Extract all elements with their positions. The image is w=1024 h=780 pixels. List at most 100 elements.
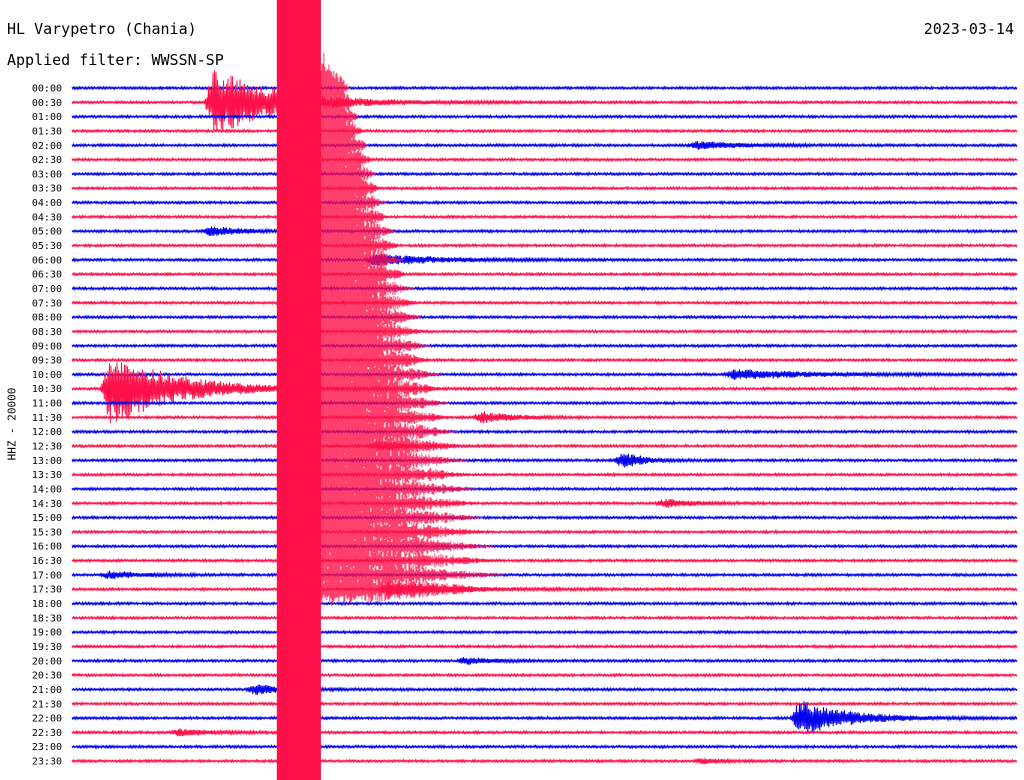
row-label-0030: 00:30 bbox=[32, 98, 62, 109]
trace-0000 bbox=[71, 85, 1018, 91]
row-label-0730: 07:30 bbox=[32, 298, 62, 309]
row-label-0700: 07:00 bbox=[32, 284, 62, 295]
trace-1030 bbox=[71, 362, 1018, 424]
row-label-0200: 02:00 bbox=[32, 141, 62, 152]
row-label-1630: 16:30 bbox=[32, 556, 62, 567]
trace-1330 bbox=[71, 471, 1018, 478]
trace-0700 bbox=[71, 285, 1018, 292]
trace-1530 bbox=[71, 529, 1018, 535]
trace-0900 bbox=[71, 342, 1018, 349]
row-label-2200: 22:00 bbox=[32, 714, 62, 725]
row-label-2330: 23:30 bbox=[32, 757, 62, 768]
trace-0430 bbox=[71, 214, 1018, 220]
trace-2300 bbox=[71, 743, 1018, 750]
row-label-0500: 05:00 bbox=[32, 227, 62, 238]
row-label-0100: 01:00 bbox=[32, 112, 62, 123]
trace-0800 bbox=[71, 314, 1018, 320]
trace-0400 bbox=[71, 199, 1018, 206]
trace-2130 bbox=[71, 700, 1018, 707]
trace-1930 bbox=[71, 643, 1018, 650]
row-label-1900: 19:00 bbox=[32, 628, 62, 639]
major-event-saturation bbox=[276, 0, 321, 780]
trace-0130 bbox=[71, 128, 1018, 134]
trace-2100 bbox=[71, 684, 1018, 696]
row-label-1000: 10:00 bbox=[32, 370, 62, 381]
row-label-1730: 17:30 bbox=[32, 585, 62, 596]
trace-0500 bbox=[71, 226, 1018, 236]
row-label-0530: 05:30 bbox=[32, 241, 62, 252]
row-label-0900: 09:00 bbox=[32, 341, 62, 352]
row-label-2100: 21:00 bbox=[32, 685, 62, 696]
row-label-0430: 04:30 bbox=[32, 212, 62, 223]
date-label: 2023-03-14 bbox=[923, 20, 1014, 38]
row-label-1030: 10:30 bbox=[32, 384, 62, 395]
row-label-0230: 02:30 bbox=[32, 155, 62, 166]
trace-1700 bbox=[71, 570, 1018, 580]
row-label-0400: 04:00 bbox=[32, 198, 62, 209]
major-event bbox=[276, 0, 510, 780]
trace-1800 bbox=[71, 600, 1018, 607]
row-label-1430: 14:30 bbox=[32, 499, 62, 510]
row-label-0600: 06:00 bbox=[32, 255, 62, 266]
trace-0100 bbox=[71, 113, 1018, 120]
trace-0030 bbox=[71, 70, 1018, 132]
trace-2030 bbox=[71, 672, 1018, 678]
trace-2000 bbox=[71, 657, 1018, 665]
row-label-0130: 01:30 bbox=[32, 126, 62, 137]
row-labels: 00:00 00:30 01:00 01:30 02:00 02:30 03:00 03:30… bbox=[32, 84, 62, 768]
trace-1500 bbox=[71, 514, 1018, 521]
trace-0230 bbox=[71, 156, 1018, 163]
row-label-0800: 08:00 bbox=[32, 313, 62, 324]
trace-1600 bbox=[71, 543, 1018, 550]
trace-1230 bbox=[71, 440, 1018, 451]
row-label-1600: 16:00 bbox=[32, 542, 62, 553]
row-label-1800: 18:00 bbox=[32, 599, 62, 610]
row-label-0330: 03:30 bbox=[32, 184, 62, 195]
trace-2200 bbox=[71, 701, 1018, 734]
filter-name: WWSSN-SP bbox=[151, 51, 224, 69]
row-label-2000: 20:00 bbox=[32, 656, 62, 667]
trace-1000 bbox=[71, 369, 1018, 381]
trace-1300 bbox=[71, 453, 1018, 468]
row-label-0930: 09:30 bbox=[32, 356, 62, 367]
row-label-0300: 03:00 bbox=[32, 169, 62, 180]
trace-1900 bbox=[71, 629, 1018, 636]
trace-1430 bbox=[71, 498, 1018, 508]
row-label-1330: 13:30 bbox=[32, 470, 62, 481]
trace-1400 bbox=[71, 486, 1018, 492]
row-label-1830: 18:30 bbox=[32, 613, 62, 624]
trace-1130 bbox=[71, 411, 1018, 424]
row-label-0830: 08:30 bbox=[32, 327, 62, 338]
trace-1830 bbox=[71, 615, 1018, 621]
trace-1100 bbox=[71, 400, 1018, 406]
trace-0630 bbox=[71, 271, 1018, 277]
trace-1630 bbox=[71, 557, 1018, 564]
trace-2330 bbox=[71, 757, 1018, 765]
row-label-1200: 12:00 bbox=[32, 427, 62, 438]
row-label-1930: 19:30 bbox=[32, 642, 62, 653]
row-label-1230: 12:30 bbox=[32, 442, 62, 453]
major-event-coda bbox=[320, 52, 510, 607]
row-label-1400: 14:00 bbox=[32, 484, 62, 495]
station-title: HL Varypetro (Chania) bbox=[7, 20, 197, 38]
trace-0600 bbox=[71, 254, 1018, 266]
row-label-1300: 13:00 bbox=[32, 456, 62, 467]
row-label-0000: 00:00 bbox=[32, 84, 62, 95]
trace-2230 bbox=[71, 728, 1018, 737]
filter-prefix: Applied filter: bbox=[7, 51, 143, 69]
trace-0730 bbox=[71, 299, 1018, 306]
row-label-2030: 20:30 bbox=[32, 671, 62, 682]
trace-1200 bbox=[71, 428, 1018, 435]
row-label-2230: 22:30 bbox=[32, 728, 62, 739]
row-label-2300: 23:00 bbox=[32, 742, 62, 753]
trace-0530 bbox=[71, 242, 1018, 249]
row-label-1530: 15:30 bbox=[32, 527, 62, 538]
row-label-2130: 21:30 bbox=[32, 699, 62, 710]
trace-0330 bbox=[71, 185, 1018, 192]
row-label-1500: 15:00 bbox=[32, 513, 62, 524]
row-label-1130: 11:30 bbox=[32, 413, 62, 424]
trace-1730 bbox=[71, 581, 1018, 597]
trace-0300 bbox=[71, 171, 1018, 177]
trace-0200 bbox=[71, 141, 1018, 150]
